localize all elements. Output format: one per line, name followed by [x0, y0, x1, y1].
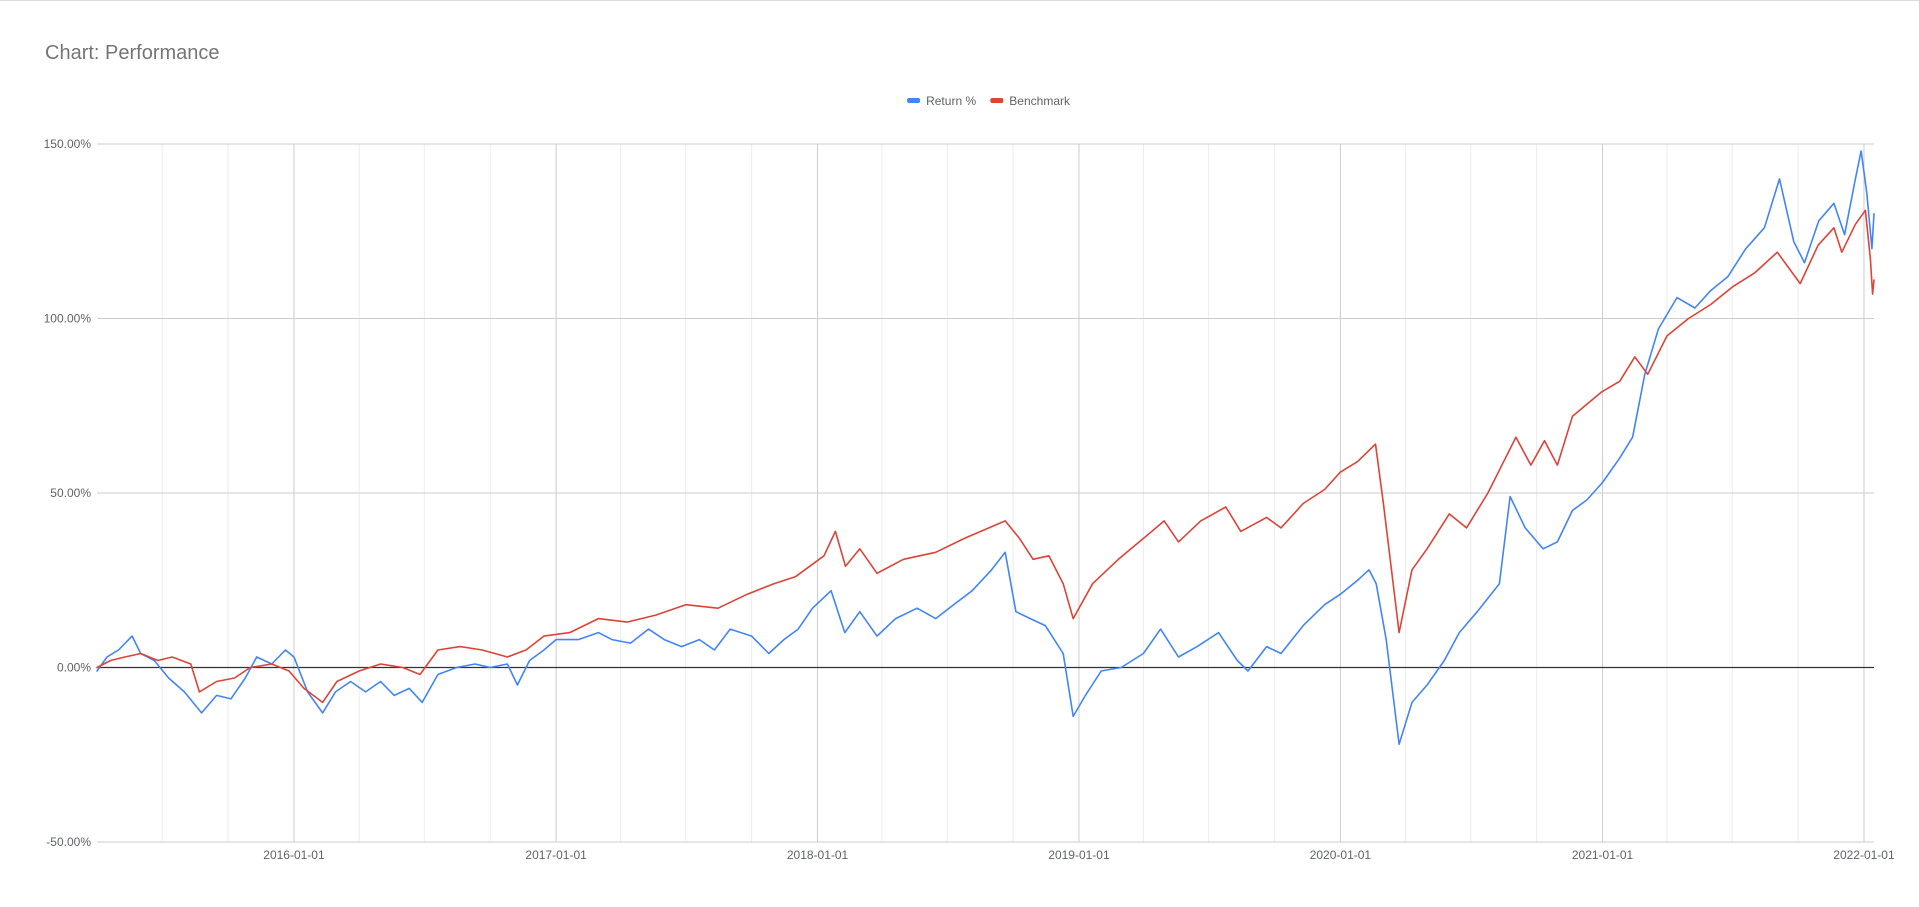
x-tick-label: 2019-01-01 — [1048, 848, 1110, 862]
major-gridlines — [97, 143, 1874, 843]
series-line-1 — [96, 209, 1875, 704]
legend-item-1[interactable]: Benchmark — [990, 94, 1071, 108]
y-tick-label: 50.00% — [50, 486, 91, 500]
legend-item-0[interactable]: Return % — [907, 94, 976, 108]
chart-title: Chart: Performance — [45, 42, 220, 64]
x-tick-label: 2016-01-01 — [263, 848, 325, 862]
x-tick-label: 2017-01-01 — [525, 848, 587, 862]
series-lines — [96, 150, 1875, 746]
x-tick-label: 2021-01-01 — [1572, 848, 1634, 862]
y-tick-label: 100.00% — [44, 312, 92, 326]
legend-label: Return % — [926, 94, 976, 108]
x-axis-labels: 2016-01-01 2017-01-01 2018-01-01 2019-01-01… — [263, 848, 1895, 862]
y-axis-labels: -50.00% 0.00% 50.00% 100.00% 150.00% — [44, 137, 92, 849]
x-tick-label: 2018-01-01 — [787, 848, 849, 862]
top-divider — [0, 0, 1919, 1]
series-line-0 — [96, 150, 1875, 746]
legend-label: Benchmark — [1009, 94, 1071, 108]
y-tick-label: 150.00% — [44, 137, 92, 151]
legend-swatch — [907, 98, 921, 103]
x-tick-label: 2020-01-01 — [1310, 848, 1372, 862]
legend[interactable]: Return % Benchmark — [907, 94, 1071, 108]
x-tick-label: 2022-01-01 — [1833, 848, 1895, 862]
y-tick-label: 0.00% — [57, 661, 91, 675]
y-tick-label: -50.00% — [46, 835, 91, 849]
legend-swatch — [990, 98, 1004, 103]
